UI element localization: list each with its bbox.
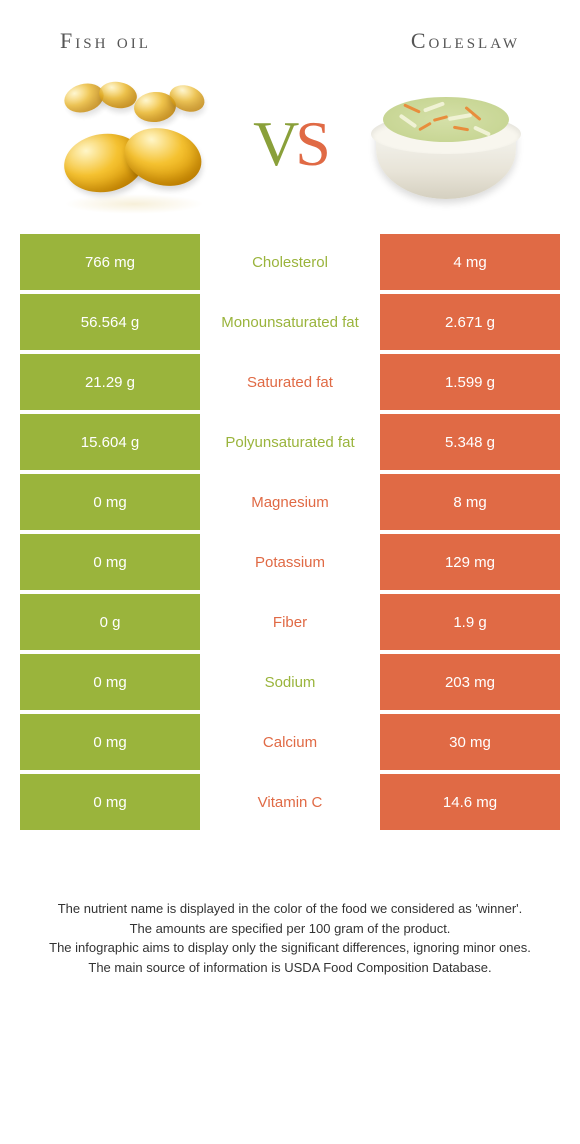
left-value-cell: 56.564 g — [20, 294, 200, 350]
vs-label: VS — [253, 107, 327, 181]
left-value-cell: 0 mg — [20, 654, 200, 710]
right-value-cell: 8 mg — [380, 474, 560, 530]
header-row: Fish oil Coleslaw — [0, 0, 580, 64]
left-value-cell: 0 g — [20, 594, 200, 650]
right-value-cell: 1.9 g — [380, 594, 560, 650]
left-value-cell: 15.604 g — [20, 414, 200, 470]
vs-v-letter: V — [253, 108, 295, 179]
nutrient-row: 0 mgMagnesium8 mg — [20, 474, 560, 530]
right-value-cell: 4 mg — [380, 234, 560, 290]
nutrient-label-cell: Cholesterol — [200, 234, 380, 290]
nutrient-label-cell: Sodium — [200, 654, 380, 710]
nutrient-label-cell: Potassium — [200, 534, 380, 590]
nutrient-label-cell: Fiber — [200, 594, 380, 650]
nutrient-table: 766 mgCholesterol4 mg56.564 gMonounsatur… — [0, 234, 580, 864]
right-value-cell: 30 mg — [380, 714, 560, 770]
nutrient-label-cell: Saturated fat — [200, 354, 380, 410]
nutrient-row: 766 mgCholesterol4 mg — [20, 234, 560, 290]
right-value-cell: 2.671 g — [380, 294, 560, 350]
nutrient-label-cell: Calcium — [200, 714, 380, 770]
nutrient-row: 0 mgVitamin C14.6 mg — [20, 774, 560, 830]
nutrient-label-cell: Magnesium — [200, 474, 380, 530]
nutrient-row: 21.29 gSaturated fat1.599 g — [20, 354, 560, 410]
footer-line-2: The amounts are specified per 100 gram o… — [35, 919, 545, 939]
right-value-cell: 203 mg — [380, 654, 560, 710]
vs-s-letter: S — [295, 108, 327, 179]
nutrient-row: 15.604 gPolyunsaturated fat5.348 g — [20, 414, 560, 470]
left-value-cell: 21.29 g — [20, 354, 200, 410]
right-value-cell: 5.348 g — [380, 414, 560, 470]
nutrient-row: 56.564 gMonounsaturated fat2.671 g — [20, 294, 560, 350]
footer-line-4: The main source of information is USDA F… — [35, 958, 545, 978]
fish-oil-image — [44, 74, 224, 214]
footer-line-1: The nutrient name is displayed in the co… — [35, 899, 545, 919]
nutrient-row: 0 mgSodium203 mg — [20, 654, 560, 710]
nutrient-label-cell: Monounsaturated fat — [200, 294, 380, 350]
nutrient-row: 0 gFiber1.9 g — [20, 594, 560, 650]
footer-notes: The nutrient name is displayed in the co… — [0, 864, 580, 977]
right-value-cell: 129 mg — [380, 534, 560, 590]
nutrient-label-cell: Polyunsaturated fat — [200, 414, 380, 470]
coleslaw-image — [356, 74, 536, 214]
left-value-cell: 0 mg — [20, 774, 200, 830]
images-row: VS — [0, 64, 580, 234]
left-food-title: Fish oil — [60, 28, 151, 54]
right-value-cell: 14.6 mg — [380, 774, 560, 830]
left-value-cell: 766 mg — [20, 234, 200, 290]
infographic-container: Fish oil Coleslaw VS — [0, 0, 580, 977]
nutrient-label-cell: Vitamin C — [200, 774, 380, 830]
right-food-title: Coleslaw — [411, 28, 520, 54]
nutrient-row: 0 mgCalcium30 mg — [20, 714, 560, 770]
footer-line-3: The infographic aims to display only the… — [35, 938, 545, 958]
left-value-cell: 0 mg — [20, 474, 200, 530]
left-value-cell: 0 mg — [20, 714, 200, 770]
nutrient-row: 0 mgPotassium129 mg — [20, 534, 560, 590]
right-value-cell: 1.599 g — [380, 354, 560, 410]
left-value-cell: 0 mg — [20, 534, 200, 590]
